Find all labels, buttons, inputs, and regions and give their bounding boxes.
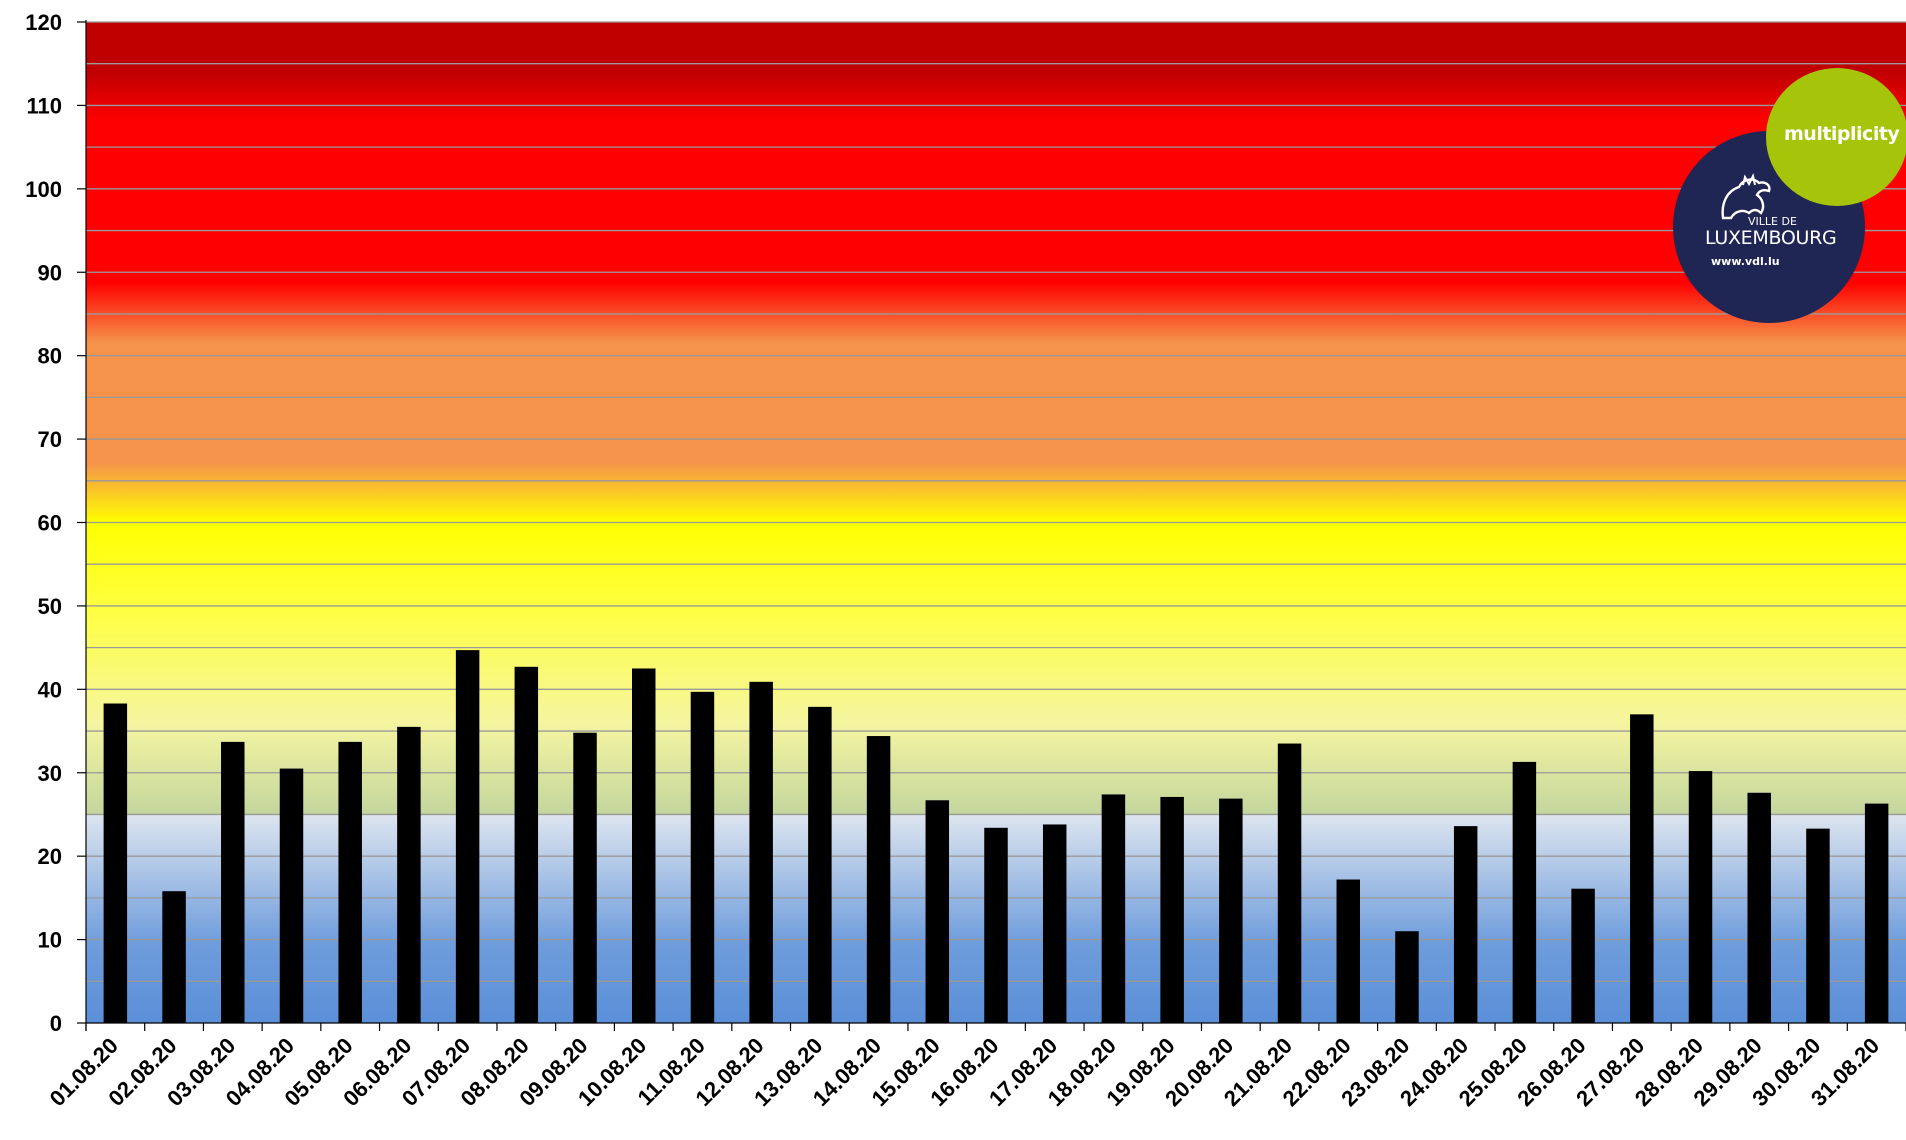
y-tick-label: 40: [38, 677, 62, 702]
bar: [1630, 714, 1654, 1023]
multiplicity-logo: multiplicity: [1766, 68, 1906, 206]
bar: [514, 666, 539, 1023]
bar: [984, 827, 1008, 1023]
bar: [1747, 792, 1771, 1023]
y-tick-label: 10: [38, 928, 62, 953]
vdl-url: www.vdl.lu: [1711, 255, 1780, 268]
bar: [808, 706, 832, 1023]
y-tick-label: 110: [27, 93, 63, 118]
y-tick-label: 70: [38, 427, 62, 452]
bar: [103, 703, 128, 1023]
y-axis-ticks: 0 10 20 30 40 50 60 70 80 90 100 110 120: [25, 10, 86, 1036]
y-tick-label: 50: [38, 594, 62, 619]
vdl-line1: VILLE DE: [1748, 215, 1797, 228]
gridlines: [86, 21, 1906, 982]
bar: [1688, 771, 1713, 1023]
bars: [103, 650, 1889, 1023]
bar: [1336, 879, 1360, 1023]
lion-icon: [1721, 173, 1771, 220]
bar: [221, 741, 245, 1023]
y-tick-label: 20: [38, 844, 62, 869]
bar: [1512, 761, 1537, 1023]
bar: [1453, 826, 1478, 1023]
bar: [573, 732, 597, 1023]
bar: [925, 800, 950, 1023]
bar: [162, 891, 186, 1023]
bar: [866, 736, 891, 1023]
y-tick-label: 60: [38, 511, 62, 536]
y-tick-label: 120: [25, 10, 62, 35]
bar: [749, 681, 773, 1023]
bar: [1571, 888, 1595, 1023]
bar: [1277, 743, 1302, 1023]
y-tick-label: 90: [38, 260, 62, 285]
bar: [1101, 794, 1126, 1023]
bar: [1219, 798, 1243, 1023]
bar: [279, 768, 304, 1023]
bar: [1160, 796, 1184, 1023]
y-tick-label: 0: [50, 1011, 62, 1036]
bar: [1042, 824, 1067, 1023]
multiplicity-text: multiplicity: [1784, 123, 1900, 145]
bar: [338, 741, 362, 1023]
bar: [1806, 828, 1830, 1023]
y-tick-label: 30: [38, 761, 62, 786]
vdl-line2: LUXEMBOURG: [1705, 227, 1837, 249]
y-tick-label: 80: [38, 344, 62, 369]
bar: [1395, 931, 1419, 1023]
bar: [397, 726, 421, 1023]
bar: [455, 650, 480, 1023]
bar: [632, 668, 656, 1023]
y-tick-label: 100: [25, 177, 62, 202]
bar: [690, 691, 715, 1023]
x-axis-ticks: 01.08.2002.08.2003.08.2004.08.2005.08.20…: [45, 1023, 1906, 1111]
bar: [1864, 803, 1889, 1023]
